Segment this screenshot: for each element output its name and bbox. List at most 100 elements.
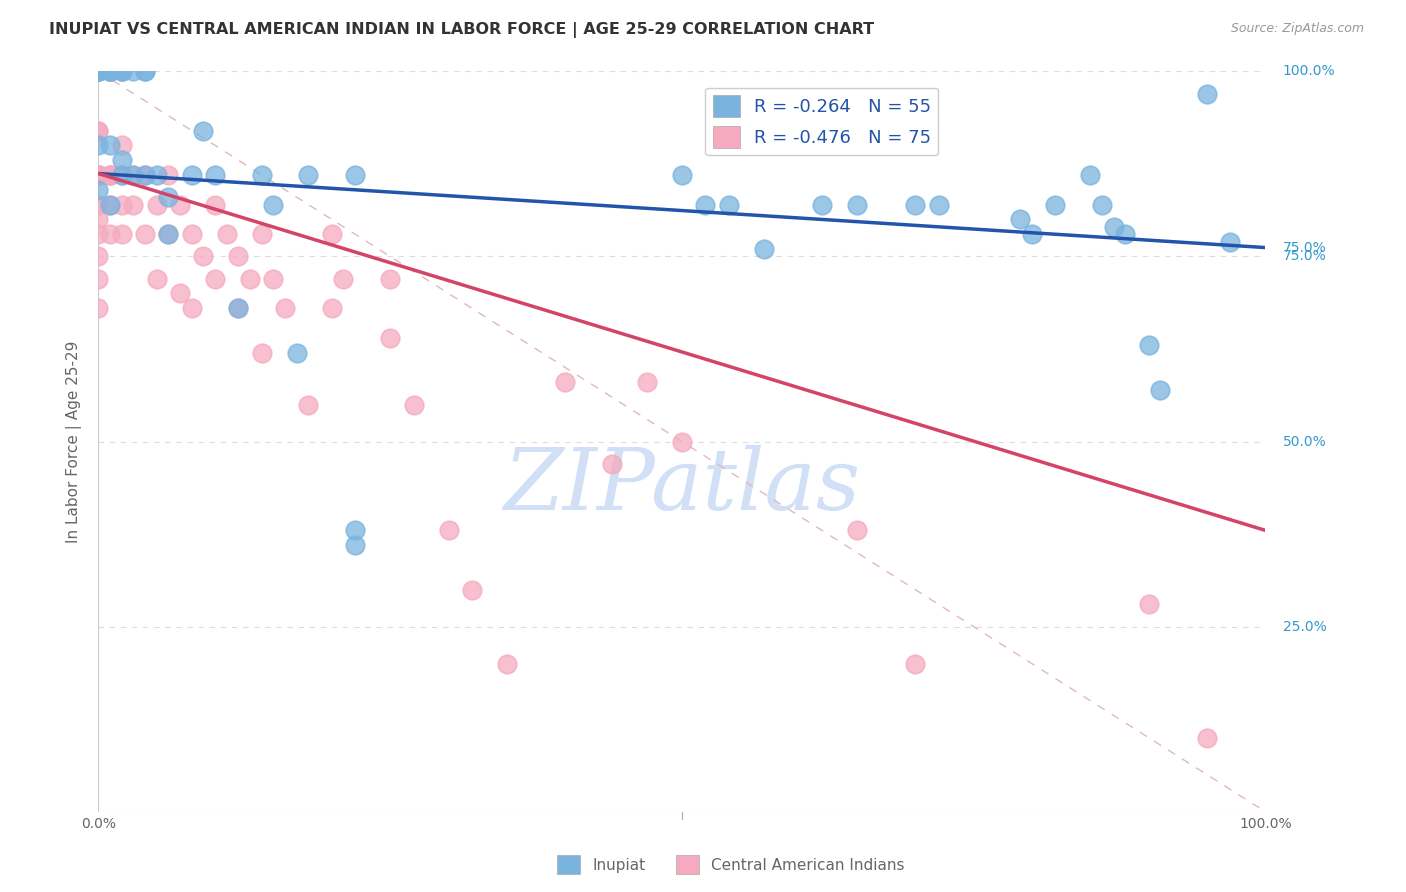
Point [904, 657, 927, 671]
Point [228, 250, 250, 264]
Point [380, 331, 402, 345]
Legend: Inupiat, Central American Indians: Inupiat, Central American Indians [551, 849, 911, 880]
Point [332, 271, 354, 285]
Point [157, 168, 180, 182]
Point [496, 657, 519, 671]
Point [204, 271, 226, 285]
Point [193, 123, 215, 137]
Point [180, 227, 202, 242]
Point [98, 168, 121, 182]
Point [87, 64, 110, 78]
Point [87, 271, 110, 285]
Point [87, 168, 110, 182]
Point [87, 212, 110, 227]
Point [98, 168, 121, 182]
Point [87, 301, 110, 316]
Point [87, 250, 110, 264]
Point [297, 168, 319, 182]
Point [146, 197, 169, 211]
Point [1149, 383, 1171, 397]
Point [274, 301, 297, 316]
Point [297, 398, 319, 412]
Point [1195, 87, 1218, 101]
Point [134, 64, 156, 78]
Text: 100.0%: 100.0% [1282, 64, 1336, 78]
Point [671, 168, 693, 182]
Point [461, 582, 484, 597]
Point [87, 168, 110, 182]
Point [98, 64, 121, 78]
Point [122, 197, 145, 211]
Point [285, 345, 308, 359]
Point [134, 227, 156, 242]
Point [87, 168, 110, 182]
Point [204, 168, 226, 182]
Point [87, 64, 110, 78]
Point [204, 197, 226, 211]
Point [554, 376, 576, 390]
Point [98, 64, 121, 78]
Point [262, 271, 284, 285]
Legend: R = -0.264   N = 55, R = -0.476   N = 75: R = -0.264 N = 55, R = -0.476 N = 75 [706, 87, 938, 155]
Point [239, 271, 262, 285]
Point [636, 376, 658, 390]
Point [111, 197, 134, 211]
Point [122, 168, 145, 182]
Point [169, 197, 191, 211]
Point [87, 123, 110, 137]
Point [1195, 731, 1218, 745]
Point [87, 197, 110, 211]
Text: 75.0%: 75.0% [1282, 250, 1327, 263]
Point [1102, 219, 1125, 234]
Point [157, 227, 180, 242]
Y-axis label: In Labor Force | Age 25-29: In Labor Force | Age 25-29 [66, 341, 83, 542]
Point [111, 168, 134, 182]
Point [402, 398, 425, 412]
Point [98, 138, 121, 153]
Point [111, 64, 134, 78]
Point [87, 64, 110, 78]
Text: 75.0%: 75.0% [1282, 241, 1327, 254]
Point [134, 64, 156, 78]
Point [98, 197, 121, 211]
Point [87, 64, 110, 78]
Point [846, 524, 869, 538]
Point [87, 64, 110, 78]
Point [1219, 235, 1241, 249]
Point [98, 168, 121, 182]
Point [228, 301, 250, 316]
Point [111, 64, 134, 78]
Point [344, 524, 367, 538]
Point [87, 168, 110, 182]
Point [671, 434, 693, 449]
Point [98, 64, 121, 78]
Point [752, 242, 775, 256]
Point [904, 197, 927, 211]
Point [344, 538, 367, 552]
Text: 25.0%: 25.0% [1282, 620, 1327, 633]
Text: ZIPatlas: ZIPatlas [503, 444, 860, 527]
Point [111, 168, 134, 182]
Point [111, 138, 134, 153]
Point [215, 227, 238, 242]
Point [87, 168, 110, 182]
Point [134, 168, 156, 182]
Point [87, 123, 110, 137]
Point [1137, 598, 1160, 612]
Point [87, 64, 110, 78]
Point [87, 168, 110, 182]
Text: 50.0%: 50.0% [1282, 434, 1327, 449]
Point [98, 227, 121, 242]
Point [717, 197, 740, 211]
Point [146, 271, 169, 285]
Point [87, 197, 110, 211]
Point [811, 197, 834, 211]
Point [1021, 227, 1043, 242]
Point [87, 138, 110, 153]
Point [600, 457, 623, 471]
Point [134, 168, 156, 182]
Point [87, 168, 110, 182]
Point [98, 64, 121, 78]
Point [98, 197, 121, 211]
Point [180, 301, 202, 316]
